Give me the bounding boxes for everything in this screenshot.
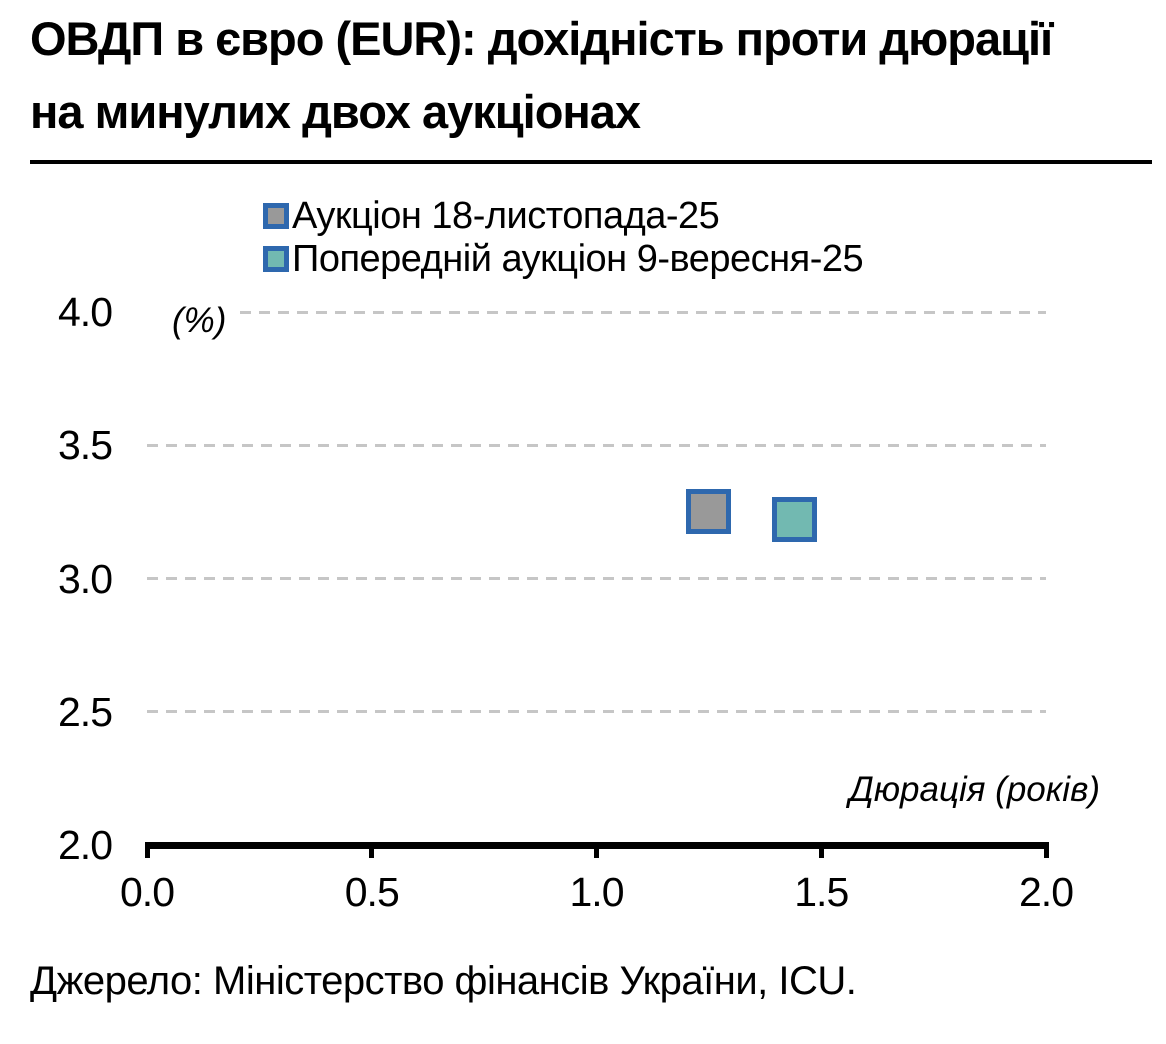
gridline (147, 443, 1046, 447)
x-tick-label: 2.0 (1019, 869, 1074, 915)
y-tick-label: 3.5 (58, 422, 113, 469)
data-point-series-2 (771, 497, 817, 543)
legend-label: Аукціон 18-листопада-25 (292, 194, 720, 237)
x-tick (369, 842, 375, 858)
legend-marker-icon (263, 246, 289, 272)
x-axis-label: Дюрація (років) (849, 770, 1100, 809)
gridline (147, 710, 1046, 714)
source-note: Джерело: Міністерство фінансів України, … (30, 959, 857, 1003)
y-axis-unit-label: (%) (172, 301, 227, 340)
x-tick (594, 842, 599, 858)
x-tick-label: 1.5 (794, 869, 849, 915)
title-divider (30, 160, 1152, 164)
y-tick-label: 2.0 (58, 822, 113, 868)
gridline (240, 310, 1046, 314)
legend-item-1: Аукціон 18-листопада-25 (263, 194, 863, 237)
x-tick-label: 0.5 (344, 869, 400, 915)
x-tick (144, 842, 150, 858)
legend-label: Попередній аукціон 9-вересня-25 (292, 237, 864, 280)
x-tick-label: 0.0 (120, 869, 175, 915)
y-tick-label: 4.0 (58, 289, 113, 335)
x-tick (818, 842, 824, 858)
data-point-series-1 (686, 489, 732, 535)
gridline (147, 577, 1046, 580)
chart-title: ОВДП в євро (EUR): дохідність проти дюра… (30, 12, 1053, 138)
y-tick-label: 3.0 (58, 555, 113, 602)
legend-marker-icon (263, 203, 289, 229)
legend-item-2: Попередній аукціон 9-вересня-25 (263, 237, 864, 280)
y-tick-label: 2.5 (58, 688, 113, 735)
legend: Аукціон 18-листопада-25 Попередній аукціо… (263, 194, 864, 282)
x-tick (1043, 842, 1049, 858)
x-tick-label: 1.0 (569, 869, 625, 915)
